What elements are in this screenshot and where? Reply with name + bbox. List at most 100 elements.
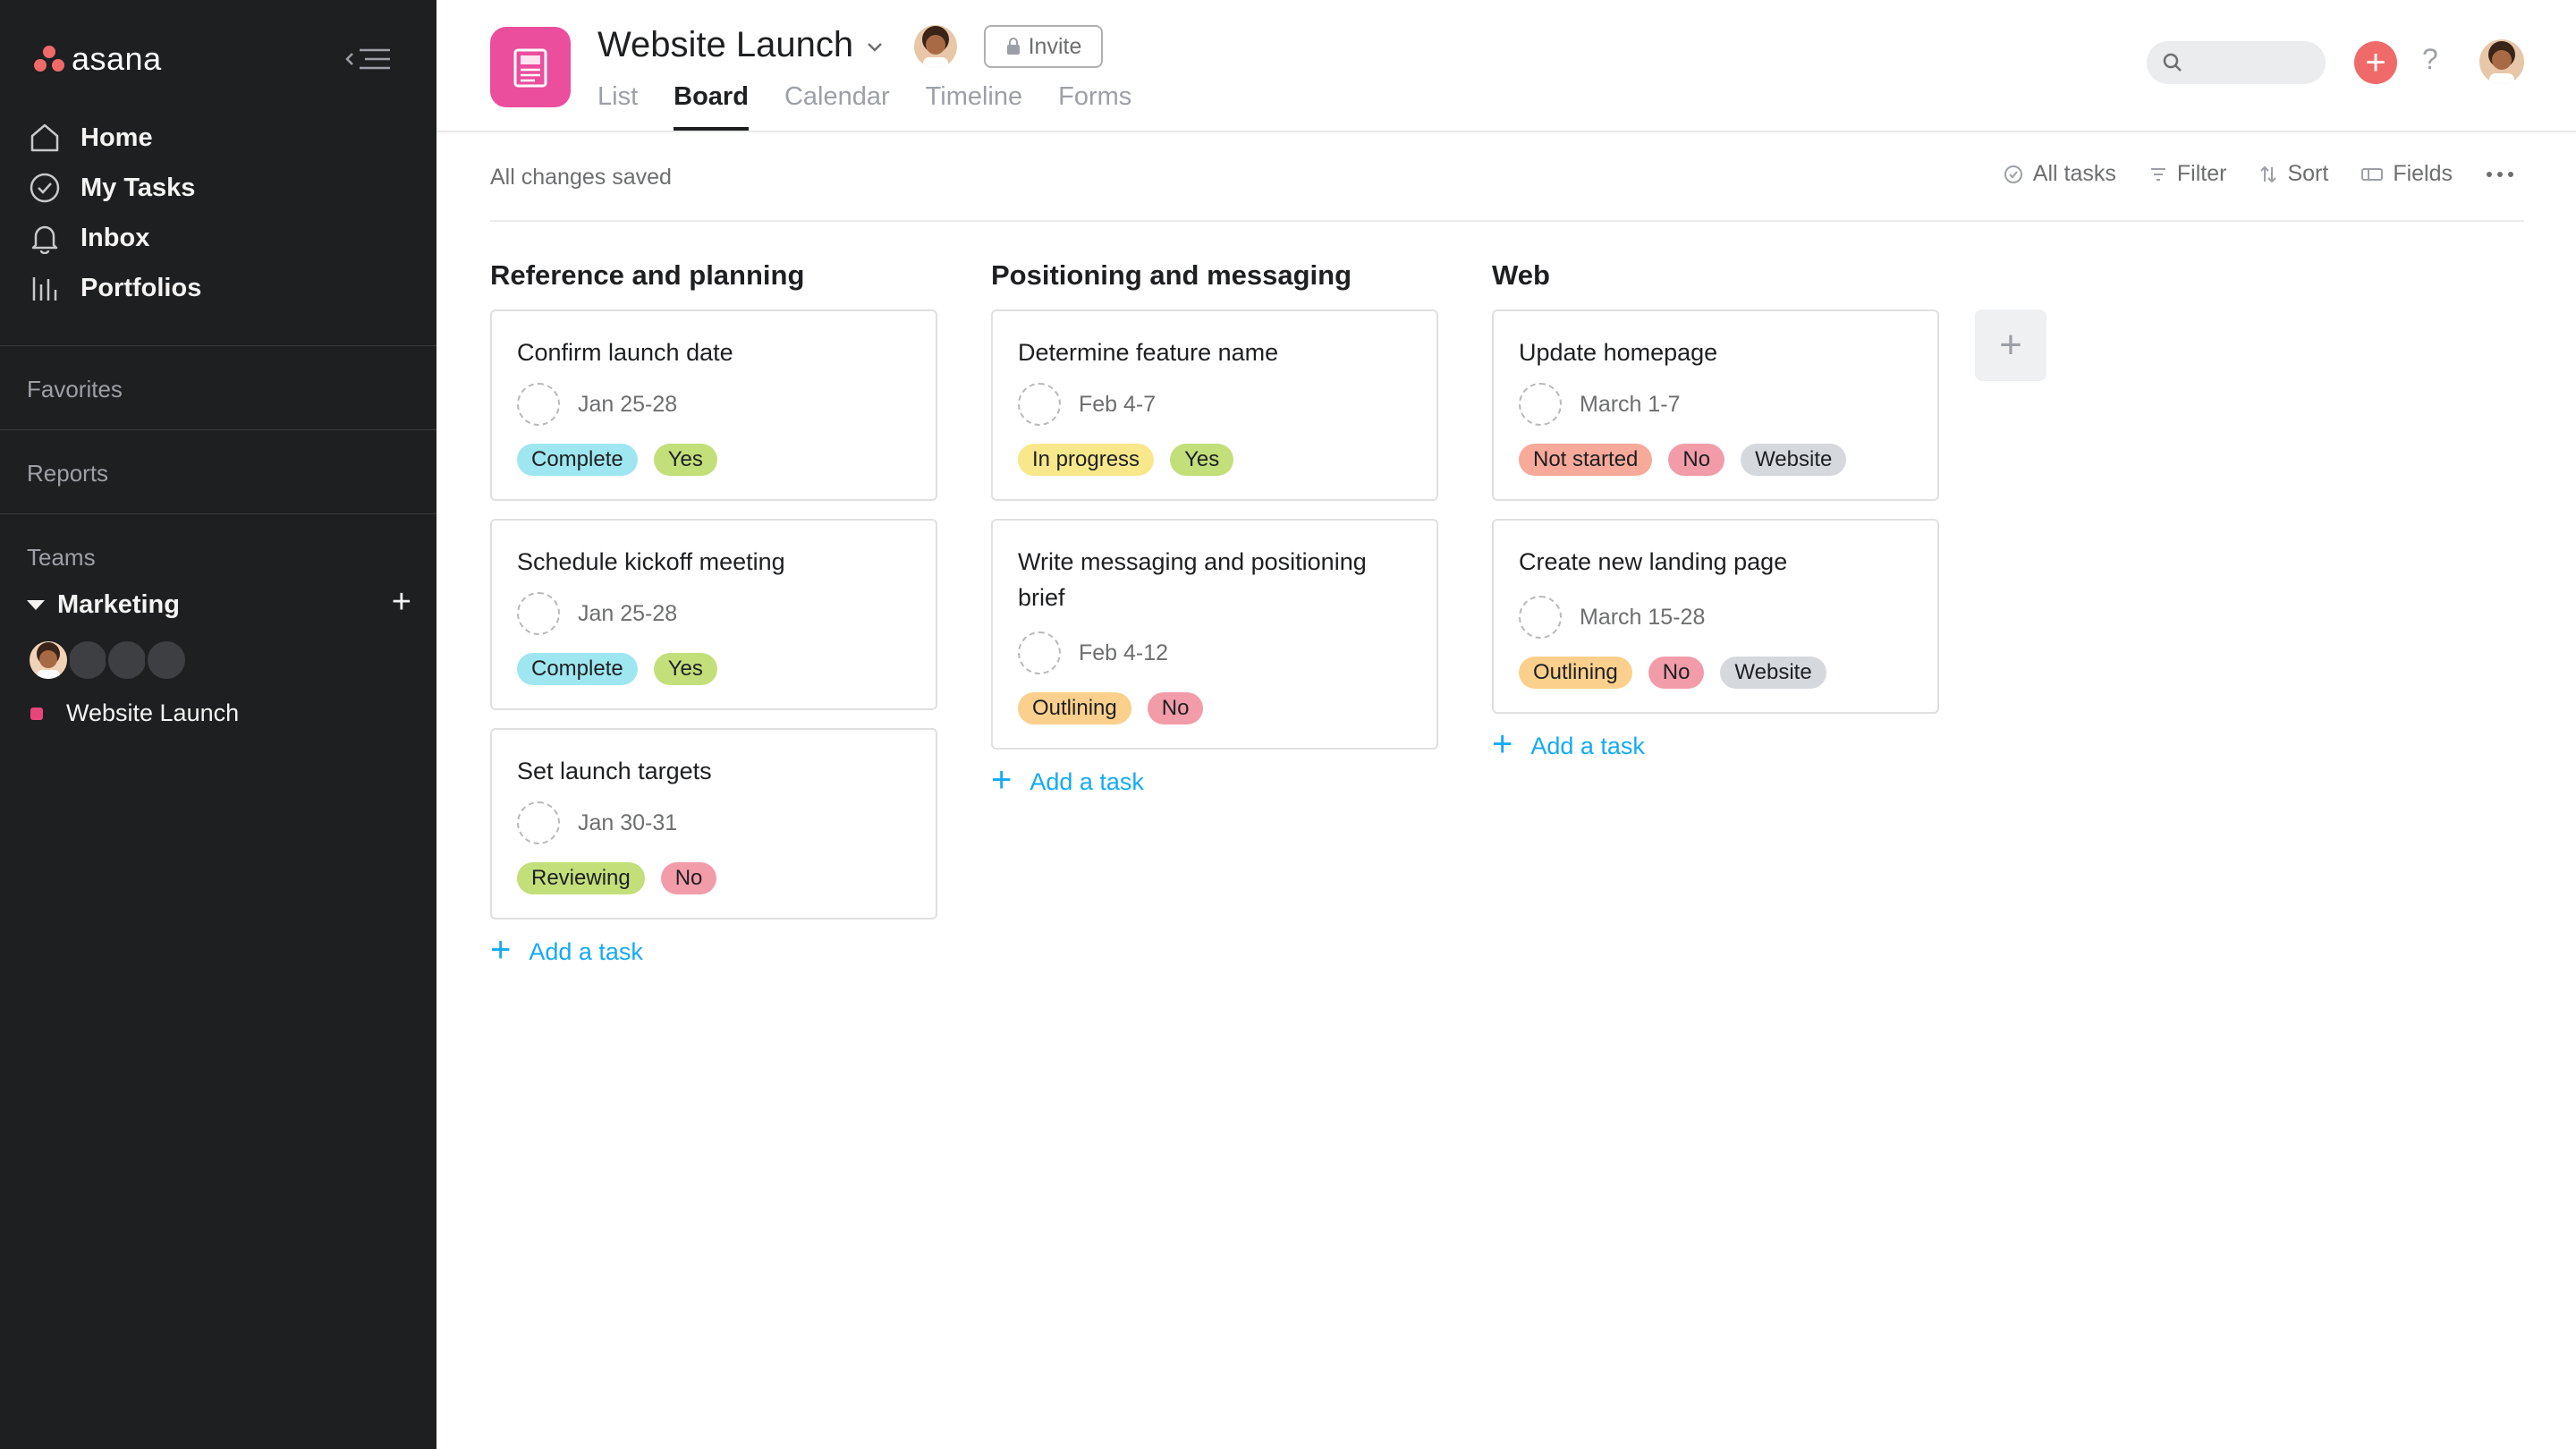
sidebar-divider <box>0 345 436 346</box>
assignee-placeholder-icon[interactable] <box>517 383 560 426</box>
project-tabs: List Board Calendar Timeline Forms <box>597 79 1167 131</box>
project-color-icon <box>30 707 43 720</box>
lock-icon <box>1006 38 1020 55</box>
tab-board[interactable]: Board <box>674 79 749 131</box>
sidebar-item-label: Inbox <box>80 223 150 252</box>
task-card[interactable]: Determine feature name Feb 4-7 In progre… <box>991 309 1438 501</box>
logo-text: asana <box>72 40 162 77</box>
team-marketing[interactable]: Marketing + <box>27 583 411 623</box>
search-input[interactable] <box>2147 41 2326 84</box>
invite-label: Invite <box>1028 33 1082 59</box>
add-task-label: Add a task <box>529 937 643 965</box>
teams-label: Teams <box>27 544 96 571</box>
tab-forms[interactable]: Forms <box>1058 82 1132 111</box>
avatar-placeholder[interactable] <box>66 639 109 682</box>
avatar[interactable] <box>27 639 70 682</box>
plus-icon: + <box>490 930 512 970</box>
avatar[interactable] <box>914 25 957 68</box>
page-title: Website Launch <box>597 25 854 64</box>
sidebar-item-inbox[interactable]: Inbox <box>27 213 411 263</box>
save-status: All changes saved <box>490 165 672 190</box>
approval-tag: No <box>1648 657 1705 689</box>
task-title: Confirm launch date <box>517 339 733 366</box>
column-title[interactable]: Reference and planning <box>490 259 805 291</box>
sidebar-project-website-launch[interactable]: Website Launch <box>30 699 239 727</box>
fields-icon <box>2361 167 2384 181</box>
sidebar-divider <box>0 429 436 430</box>
assignee-placeholder-icon[interactable] <box>1519 596 1562 639</box>
filter-button[interactable]: Filter <box>2148 161 2227 187</box>
collapse-sidebar-icon[interactable] <box>343 43 394 75</box>
category-tag: Website <box>1741 444 1847 476</box>
task-due-date: Feb 4-7 <box>1079 392 1157 417</box>
project-header: Website Launch Invite List Board Calenda… <box>436 0 2576 132</box>
add-team-member-icon[interactable]: + <box>391 583 411 621</box>
task-card[interactable]: Update homepage March 1-7 Not started No… <box>1492 309 1939 501</box>
avatar[interactable] <box>2479 39 2524 84</box>
sidebar-divider <box>0 513 436 514</box>
chevron-down-icon[interactable] <box>864 36 886 62</box>
project-name: Website Launch <box>66 699 240 726</box>
assignee-placeholder-icon[interactable] <box>517 801 560 844</box>
plus-icon: + <box>1492 724 1513 764</box>
asana-logo[interactable]: asana <box>34 39 162 79</box>
tab-timeline[interactable]: Timeline <box>925 82 1023 111</box>
task-due-date: March 1-7 <box>1580 392 1681 417</box>
add-task-label: Add a task <box>1030 767 1144 795</box>
board-toolbar: All changes saved All tasks Filter Sort … <box>490 157 2524 222</box>
status-tag: Complete <box>517 653 638 685</box>
toolbar-actions: All tasks Filter Sort Fields <box>1970 161 2524 187</box>
team-name: Marketing <box>57 589 180 619</box>
sidebar-item-my-tasks[interactable]: My Tasks <box>27 163 411 213</box>
add-task-button[interactable]: + Add a task <box>1492 726 1645 762</box>
fields-button[interactable]: Fields <box>2360 161 2453 187</box>
add-task-button[interactable]: + Add a task <box>991 762 1144 798</box>
sort-icon <box>2260 165 2277 182</box>
assignee-placeholder-icon[interactable] <box>1519 383 1562 426</box>
check-circle-icon <box>2004 165 2022 183</box>
tab-calendar[interactable]: Calendar <box>784 82 890 111</box>
project-icon[interactable] <box>490 27 571 107</box>
caret-down-icon[interactable] <box>27 599 45 610</box>
add-column-button[interactable]: + <box>1975 309 2046 381</box>
status-tag: Outlining <box>1519 657 1632 689</box>
column-title[interactable]: Web <box>1492 259 1550 291</box>
task-due-date: Jan 30-31 <box>578 810 678 835</box>
column-title[interactable]: Positioning and messaging <box>991 259 1352 291</box>
team-members[interactable] <box>27 639 188 682</box>
more-actions-icon[interactable] <box>2485 165 2524 184</box>
filter-label: Filter <box>2176 161 2227 186</box>
quick-add-button[interactable]: + <box>2354 41 2397 84</box>
sidebar-item-label: My Tasks <box>80 173 196 202</box>
task-card[interactable]: Write messaging and positioning brief Fe… <box>991 519 1438 750</box>
task-due-date: Jan 25-28 <box>578 392 678 417</box>
sidebar-item-portfolios[interactable]: Portfolios <box>27 263 411 313</box>
task-card[interactable]: Confirm launch date Jan 25-28 Complete Y… <box>490 309 937 501</box>
tab-list[interactable]: List <box>597 82 639 111</box>
add-task-button[interactable]: + Add a task <box>490 932 643 968</box>
sort-button[interactable]: Sort <box>2258 161 2328 187</box>
task-card[interactable]: Set launch targets Jan 30-31 Reviewing N… <box>490 728 937 919</box>
sidebar-item-home[interactable]: Home <box>27 113 411 163</box>
all-tasks-button[interactable]: All tasks <box>2003 161 2116 187</box>
help-icon[interactable]: ? <box>2422 43 2438 75</box>
status-tag: Not started <box>1519 444 1653 476</box>
task-due-date: March 15-28 <box>1580 605 1706 630</box>
sidebar-nav: Home My Tasks Inbox Portfolios <box>27 113 411 313</box>
task-title: Determine feature name <box>1018 339 1279 366</box>
task-card[interactable]: Schedule kickoff meeting Jan 25-28 Compl… <box>490 519 937 710</box>
approval-tag: No <box>1668 444 1725 476</box>
add-task-label: Add a task <box>1530 732 1645 759</box>
avatar-placeholder[interactable] <box>106 639 148 682</box>
assignee-placeholder-icon[interactable] <box>1018 631 1061 674</box>
plus-icon: + <box>991 760 1013 800</box>
assignee-placeholder-icon[interactable] <box>1018 383 1061 426</box>
task-card[interactable]: Create new landing page March 15-28 Outl… <box>1492 519 1939 714</box>
invite-button[interactable]: Invite <box>984 25 1103 68</box>
avatar-placeholder[interactable] <box>145 639 188 682</box>
assignee-placeholder-icon[interactable] <box>517 592 560 635</box>
category-tag: Website <box>1720 657 1826 689</box>
favorites-label[interactable]: Favorites <box>27 376 123 402</box>
reports-label[interactable]: Reports <box>27 460 109 487</box>
approval-tag: Yes <box>653 653 717 685</box>
